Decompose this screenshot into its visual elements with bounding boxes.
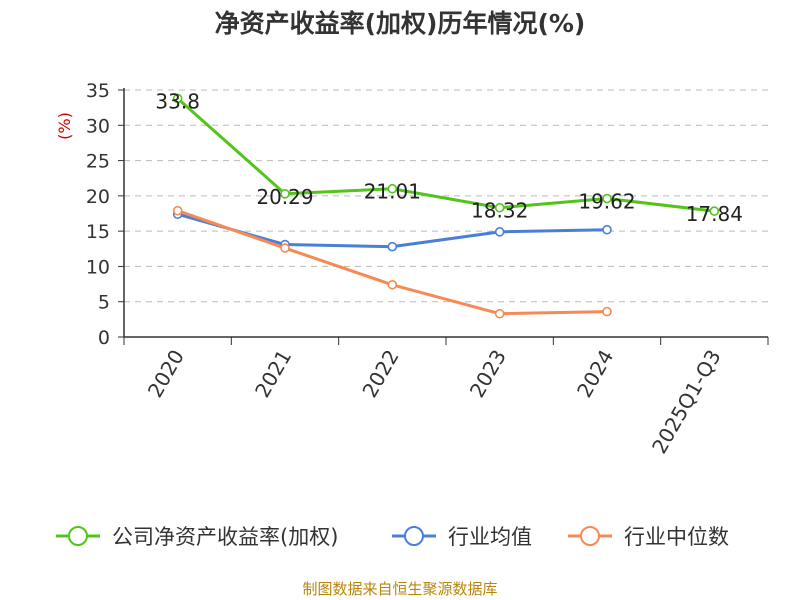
legend-label: 行业中位数 xyxy=(624,525,729,549)
data-label: 19.62 xyxy=(578,190,635,214)
legend-marker xyxy=(580,526,600,546)
x-tick-label: 2024 xyxy=(572,346,618,402)
data-point-1 xyxy=(387,241,398,252)
data-point-2 xyxy=(494,308,505,319)
y-tick-label: 15 xyxy=(86,221,110,243)
data-label: 20.29 xyxy=(256,185,313,209)
chart-title: 净资产收益率(加权)历年情况(%) xyxy=(214,9,586,38)
series-line-1 xyxy=(177,212,608,249)
series-line-2 xyxy=(177,209,608,316)
y-tick-label: 35 xyxy=(86,80,110,102)
y-tick-label: 5 xyxy=(98,292,110,314)
x-tick-label: 2020 xyxy=(143,346,189,402)
y-tick-label: 25 xyxy=(86,151,110,173)
y-tick-label: 0 xyxy=(98,327,110,349)
data-point-1 xyxy=(602,224,612,235)
data-point-2 xyxy=(602,306,612,317)
data-label: 17.84 xyxy=(686,202,743,226)
data-point-1 xyxy=(494,227,505,237)
data-point-2 xyxy=(280,243,290,253)
legend-marker xyxy=(68,526,88,546)
x-tick-label: 2021 xyxy=(250,346,296,402)
data-point-0 xyxy=(494,202,505,213)
legend-label: 公司净资产收益率(加权) xyxy=(112,525,338,549)
x-tick-label: 2023 xyxy=(465,345,511,401)
data-point-0 xyxy=(602,193,612,204)
y-axis-unit-label: (%) xyxy=(55,112,74,140)
legend-label: 行业均值 xyxy=(448,525,532,549)
data-point-0 xyxy=(709,206,720,216)
x-tick-label: 2022 xyxy=(357,346,403,402)
series-line-0 xyxy=(176,97,715,213)
y-tick-label: 20 xyxy=(86,186,110,208)
data-source-footer: 制图数据来自恒生聚源数据库 xyxy=(302,580,498,598)
data-label: 18.32 xyxy=(471,199,528,223)
data-point-0 xyxy=(280,189,290,199)
y-tick-label: 30 xyxy=(86,115,110,137)
y-tick-label: 10 xyxy=(86,256,110,278)
data-label: 33.8 xyxy=(155,89,200,113)
data-point-2 xyxy=(387,279,398,290)
legend-marker xyxy=(404,526,424,546)
data-point-0 xyxy=(172,93,183,104)
data-point-2 xyxy=(172,205,183,216)
x-tick-label: 2025Q1-Q3 xyxy=(647,346,726,458)
data-point-0 xyxy=(387,183,398,194)
data-label: 21.01 xyxy=(364,180,421,204)
